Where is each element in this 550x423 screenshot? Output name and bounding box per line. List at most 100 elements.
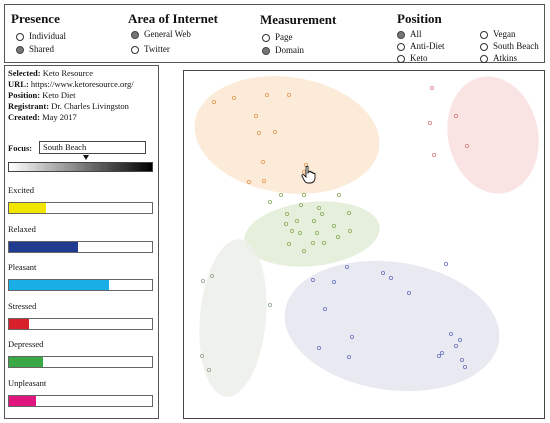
presence-option-shared[interactable]: Shared: [16, 44, 54, 55]
presence-option-individual[interactable]: Individual: [16, 31, 66, 42]
cluster-blue-point[interactable]: [388, 275, 393, 280]
cluster-green-point[interactable]: [347, 228, 352, 233]
cluster-green-point[interactable]: [331, 223, 336, 228]
cluster-green[interactable]: [241, 195, 383, 273]
radio-circle-icon[interactable]: [480, 30, 488, 39]
cluster-grey-point[interactable]: [206, 367, 211, 372]
area-option-general-web[interactable]: General Web: [131, 29, 191, 40]
radio-circle-icon[interactable]: [397, 42, 405, 51]
cluster-pink[interactable]: [437, 71, 544, 202]
cluster-orange-point[interactable]: [257, 131, 262, 136]
cluster-orange-point[interactable]: [232, 95, 237, 100]
cluster-green-point[interactable]: [284, 221, 289, 226]
cluster-orange-point[interactable]: [261, 160, 266, 165]
focus-gradient-bar[interactable]: [8, 162, 153, 172]
cluster-green-point[interactable]: [321, 240, 326, 245]
cluster-green-point[interactable]: [295, 218, 300, 223]
cluster-blue-point[interactable]: [406, 290, 411, 295]
cluster-grey-point[interactable]: [268, 302, 273, 307]
cluster-blue-point[interactable]: [459, 357, 464, 362]
focus-select[interactable]: South Beach: [39, 141, 146, 154]
cluster-pink-point[interactable]: [464, 144, 469, 149]
cluster-grey-point[interactable]: [209, 273, 214, 278]
cluster-pink-point[interactable]: [453, 114, 458, 119]
cluster-green-point[interactable]: [299, 202, 304, 207]
measurement-option-page[interactable]: Page: [262, 32, 293, 43]
focus-label: Focus:: [8, 143, 33, 153]
radio-circle-icon[interactable]: [262, 46, 270, 55]
cluster-orange-point[interactable]: [265, 92, 270, 97]
cluster-blue-point[interactable]: [448, 331, 453, 336]
cluster-green-point[interactable]: [335, 234, 340, 239]
position-option-all[interactable]: All: [397, 29, 422, 40]
cluster-orange-point[interactable]: [211, 99, 216, 104]
cluster-green-point[interactable]: [298, 230, 303, 235]
radio-circle-icon[interactable]: [397, 54, 405, 63]
cluster-green-point[interactable]: [287, 241, 292, 246]
position-option-keto[interactable]: Keto: [397, 53, 428, 64]
radio-circle-icon[interactable]: [16, 32, 24, 41]
cluster-orange-point[interactable]: [254, 114, 259, 119]
cluster-green-point[interactable]: [346, 210, 351, 215]
cluster-grey-point[interactable]: [200, 278, 205, 283]
cluster-orange-point[interactable]: [247, 180, 252, 185]
cluster-blue-point[interactable]: [443, 261, 448, 266]
cluster-blue-point[interactable]: [349, 334, 354, 339]
radio-circle-icon[interactable]: [131, 45, 139, 54]
cluster-green-point[interactable]: [290, 228, 295, 233]
cluster-green-point[interactable]: [319, 211, 324, 216]
position-option-vegan[interactable]: Vegan: [480, 29, 516, 40]
cluster-green-point[interactable]: [314, 230, 319, 235]
cluster-blue-point[interactable]: [316, 345, 321, 350]
cluster-green-point[interactable]: [311, 240, 316, 245]
radio-circle-icon[interactable]: [16, 45, 24, 54]
cluster-pink-point[interactable]: [431, 153, 436, 158]
cluster-map[interactable]: [184, 71, 544, 418]
radio-circle-icon[interactable]: [480, 42, 488, 51]
cluster-orange-point[interactable]: [287, 92, 292, 97]
map-panel[interactable]: [183, 70, 545, 419]
cluster-blue-point[interactable]: [453, 343, 458, 348]
emotion-bar-pleasant: [8, 279, 153, 291]
emotion-bar-stressed: [8, 317, 153, 330]
measurement-option-domain[interactable]: Domain: [262, 45, 304, 56]
emotion-label-depressed: Depressed: [8, 339, 44, 349]
focus-marker-icon[interactable]: [83, 155, 90, 160]
cluster-blue[interactable]: [276, 248, 508, 405]
emotion-bar-relaxed: [8, 240, 153, 253]
cluster-blue-point[interactable]: [462, 364, 467, 369]
cluster-orange-point[interactable]: [273, 130, 278, 135]
cluster-pink-point[interactable]: [427, 121, 432, 126]
cluster-green-point[interactable]: [302, 193, 307, 198]
position-option-atkins[interactable]: Atkins: [480, 53, 517, 64]
radio-circle-icon[interactable]: [262, 33, 270, 42]
cluster-orange-point[interactable]: [262, 179, 267, 184]
position-option-south-beach[interactable]: South Beach: [480, 41, 539, 52]
cluster-orange[interactable]: [187, 71, 387, 205]
emotion-fill-unpleasant: [9, 395, 37, 406]
cluster-blue-point[interactable]: [436, 353, 441, 358]
cluster-pink-point[interactable]: [429, 85, 434, 90]
cluster-green-point[interactable]: [279, 193, 284, 198]
cluster-blue-point[interactable]: [380, 270, 385, 275]
cluster-blue-point[interactable]: [344, 264, 349, 269]
cluster-green-point[interactable]: [336, 193, 341, 198]
cluster-green-point[interactable]: [316, 205, 321, 210]
radio-circle-icon[interactable]: [397, 30, 405, 39]
cluster-green-point[interactable]: [311, 218, 316, 223]
position-option-anti-diet[interactable]: Anti-Diet: [397, 41, 445, 52]
area-option-twitter[interactable]: Twitter: [131, 44, 170, 55]
cluster-blue-point[interactable]: [311, 277, 316, 282]
radio-circle-icon[interactable]: [480, 54, 488, 63]
cluster-blue-point[interactable]: [457, 337, 462, 342]
cluster-green-point[interactable]: [268, 199, 273, 204]
cluster-blue-point[interactable]: [346, 354, 351, 359]
cluster-grey-point[interactable]: [199, 353, 204, 358]
radio-circle-icon[interactable]: [131, 30, 139, 39]
cluster-grey[interactable]: [193, 236, 273, 399]
cluster-blue-point[interactable]: [322, 306, 327, 311]
cluster-blue-point[interactable]: [439, 350, 444, 355]
cluster-blue-point[interactable]: [331, 279, 336, 284]
cluster-green-point[interactable]: [285, 211, 290, 216]
cluster-green-point[interactable]: [302, 248, 307, 253]
